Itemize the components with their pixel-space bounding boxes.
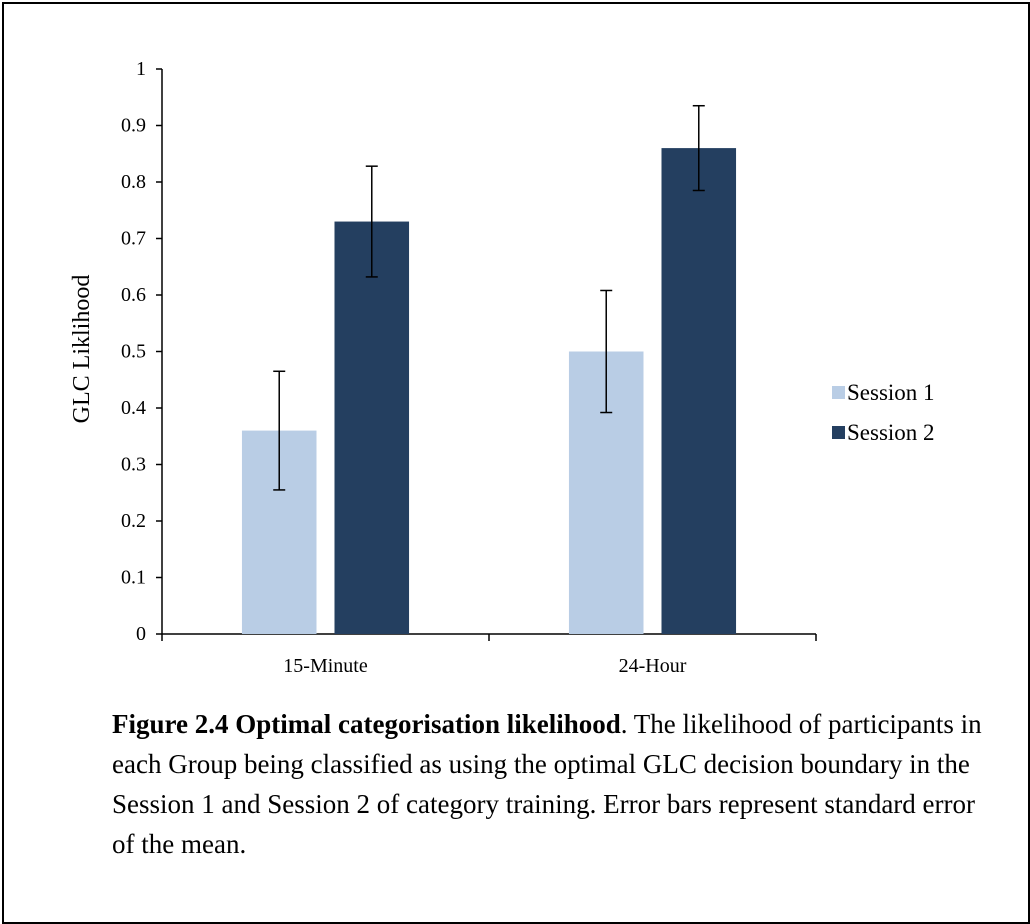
y-tick-label: 0.5 (121, 341, 146, 363)
y-tick-label: 0.7 (121, 228, 146, 250)
y-tick-label: 0 (136, 623, 146, 645)
legend-swatch (832, 386, 845, 399)
bar-chart: 0 0.1 0.2 0.3 0.4 0.5 0.6 0.7 0.8 0.9 1 15-Minute 2… (69, 58, 935, 677)
legend-swatch (832, 426, 845, 439)
caption-label: Figure 2.4 Optimal categorisation likeli… (112, 709, 621, 739)
y-tick-label: 0.2 (121, 510, 146, 532)
legend-label: Session 1 (847, 380, 935, 405)
y-axis: 0 0.1 0.2 0.3 0.4 0.5 0.6 0.7 0.8 0.9 1 (121, 58, 163, 645)
y-tick-label: 0.4 (121, 397, 146, 419)
error-bars (273, 104, 705, 491)
bar (334, 221, 410, 635)
y-tick-label: 1 (136, 58, 146, 80)
y-tick-label: 0.1 (121, 567, 146, 589)
y-axis-label: GLC Liklihood (69, 275, 95, 424)
x-tick-label: 15-Minute (283, 655, 368, 677)
x-axis: 15-Minute 24-Hour (161, 633, 817, 677)
bar-series (241, 148, 737, 635)
y-tick-label: 0.8 (121, 171, 146, 193)
y-tick-label: 0.9 (121, 115, 146, 137)
legend: Session 1 Session 2 (832, 380, 935, 445)
legend-label: Session 2 (847, 420, 935, 445)
figure-caption: Figure 2.4 Optimal categorisation likeli… (112, 704, 992, 864)
bar (661, 148, 737, 634)
y-tick-label: 0.6 (121, 284, 146, 306)
y-tick-label: 0.3 (121, 454, 146, 476)
x-tick-label: 24-Hour (619, 655, 687, 677)
caption-text: . The likelihood of participants in each… (112, 709, 982, 859)
